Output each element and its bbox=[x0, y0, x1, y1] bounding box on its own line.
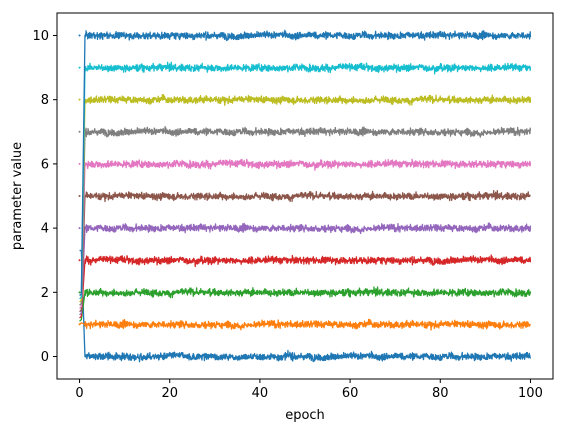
series-line bbox=[79, 318, 531, 331]
series-line bbox=[79, 61, 532, 300]
series-start-point bbox=[78, 66, 81, 69]
series-start-point bbox=[78, 130, 81, 133]
y-tick-label: 4 bbox=[41, 222, 49, 237]
y-axis-ticks: 0 2 4 6 8 10 bbox=[32, 29, 57, 365]
series-start-point bbox=[78, 227, 81, 230]
x-tick-label: 20 bbox=[161, 386, 178, 401]
y-axis-label: parameter value bbox=[10, 142, 25, 250]
x-tick-label: 0 bbox=[75, 386, 83, 401]
series-line bbox=[79, 94, 532, 303]
series-line bbox=[79, 249, 532, 363]
series-line bbox=[79, 158, 532, 309]
y-tick-label: 8 bbox=[41, 93, 49, 108]
series-line bbox=[79, 286, 532, 322]
x-tick-label: 40 bbox=[252, 386, 269, 401]
x-tick-label: 80 bbox=[432, 386, 449, 401]
series-line bbox=[79, 222, 532, 316]
series-line bbox=[79, 254, 532, 319]
x-tick-label: 60 bbox=[342, 386, 359, 401]
series-start-point bbox=[78, 259, 81, 262]
x-axis-label: epoch bbox=[285, 408, 325, 423]
y-tick-label: 2 bbox=[41, 286, 49, 301]
series-line bbox=[79, 190, 531, 313]
series-start-point bbox=[78, 291, 81, 294]
y-tick-label: 0 bbox=[41, 350, 49, 365]
series-start-point bbox=[78, 195, 81, 197]
plot-area bbox=[78, 29, 532, 363]
series-start-point bbox=[78, 162, 81, 165]
series-start-point bbox=[78, 323, 81, 326]
y-tick-label: 6 bbox=[41, 157, 49, 172]
series-start-point bbox=[78, 98, 81, 101]
y-tick-label: 10 bbox=[32, 29, 49, 44]
series-line bbox=[79, 125, 532, 306]
x-axis-ticks: 0 20 40 60 80 100 bbox=[75, 379, 543, 401]
series-line bbox=[79, 29, 532, 297]
axes-frame bbox=[56, 12, 554, 380]
series-start-point bbox=[78, 34, 81, 37]
x-tick-label: 100 bbox=[518, 386, 543, 401]
